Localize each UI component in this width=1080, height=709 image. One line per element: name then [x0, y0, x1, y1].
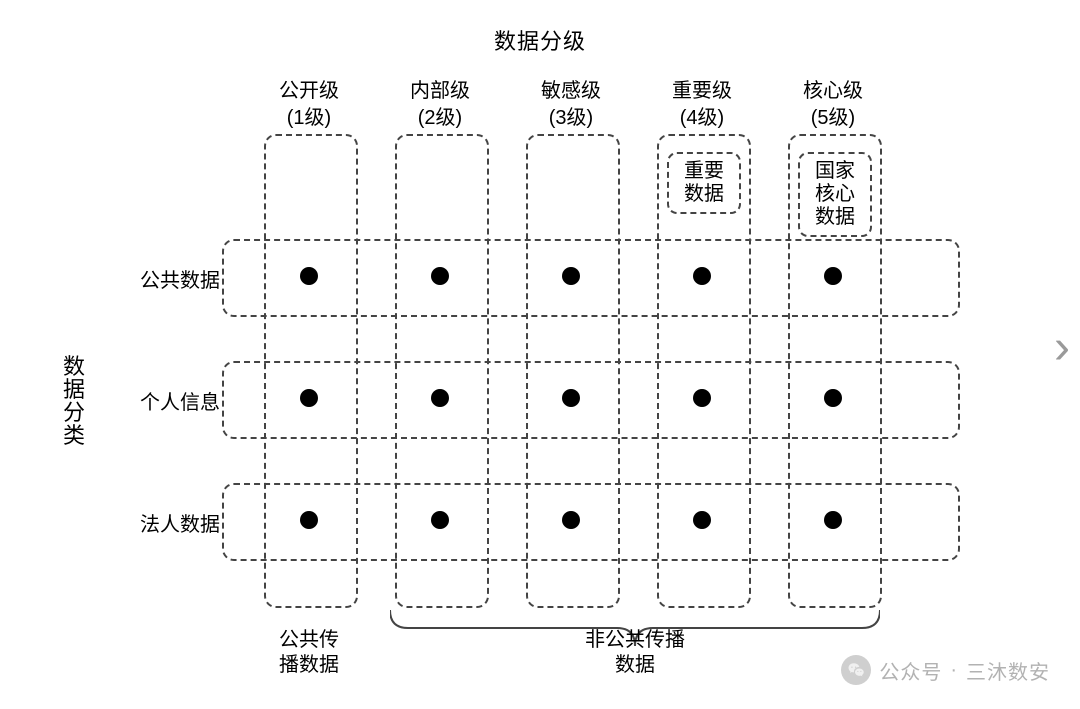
grid-dot: [693, 511, 711, 529]
row-box: [222, 239, 960, 317]
main-title: 数据分级: [0, 24, 1080, 56]
diagram-stage: 数据分级 公开级(1级)内部级(2级)敏感级(3级)重要级(4级)核心级(5级)…: [0, 0, 1080, 709]
row-header: 个人信息: [100, 386, 230, 415]
row-header: 公共数据: [100, 264, 230, 293]
grid-dot: [300, 511, 318, 529]
footer-label: 非公共传播数据: [555, 628, 715, 678]
column-header: 重要级(4级): [637, 78, 767, 132]
grid-dot: [300, 389, 318, 407]
column-tag: 国家核心数据: [798, 152, 872, 237]
grid-dot: [431, 389, 449, 407]
row-box: [222, 361, 960, 439]
vertical-axis-label: 数据分类: [62, 355, 86, 447]
column-tag: 重要数据: [667, 152, 741, 214]
grid-dot: [824, 511, 842, 529]
grid-dot: [562, 267, 580, 285]
grid-dot: [431, 511, 449, 529]
grid-dot: [562, 389, 580, 407]
grid-dot: [693, 267, 711, 285]
watermark-name: 三沐数安: [966, 656, 1050, 685]
column-header: 内部级(2级): [375, 78, 505, 132]
column-header: 公开级(1级): [244, 78, 374, 132]
grid-dot: [824, 267, 842, 285]
row-header: 法人数据: [100, 508, 230, 537]
next-icon[interactable]: ›: [1054, 320, 1070, 375]
grid-dot: [431, 267, 449, 285]
column-header: 敏感级(3级): [506, 78, 636, 132]
row-box: [222, 483, 960, 561]
watermark-prefix: 公众号: [879, 656, 942, 685]
grid-dot: [693, 389, 711, 407]
watermark-sep: ·: [950, 659, 958, 682]
grid-dot: [562, 511, 580, 529]
wechat-icon: [841, 655, 871, 685]
column-header: 核心级(5级): [768, 78, 898, 132]
footer-label: 公共传播数据: [229, 628, 389, 678]
watermark: 公众号 · 三沐数安: [841, 655, 1050, 685]
grid-dot: [300, 267, 318, 285]
grid-dot: [824, 389, 842, 407]
